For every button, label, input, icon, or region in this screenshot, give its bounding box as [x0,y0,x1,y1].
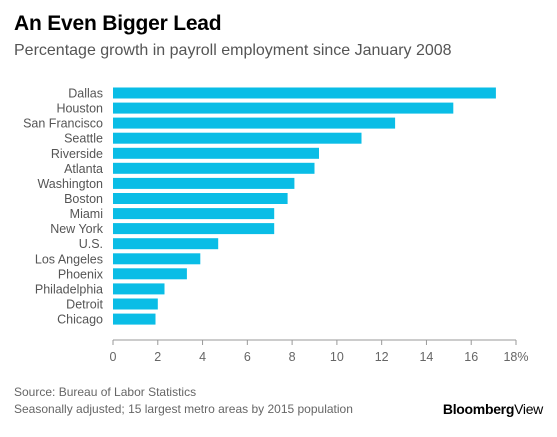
bar-dallas [113,87,496,99]
category-label-dallas: Dallas [68,87,103,101]
bar-riverside [113,147,319,159]
bar-phoenix [113,268,187,280]
category-label-chicago: Chicago [57,313,103,327]
bar-washington [113,177,295,189]
x-tick-label-8: 8 [289,350,296,364]
x-tick-label-10: 10 [330,350,344,364]
bloomberg-view-logo: BloombergView [443,401,543,417]
category-label-new-york: New York [50,222,104,236]
category-label-phoenix: Phoenix [58,267,104,281]
category-label-philadelphia: Philadelphia [35,282,103,296]
category-label-san-francisco: San Francisco [23,117,103,131]
brand-bold-text: Bloomberg [442,401,515,417]
bar-u-s [113,238,219,250]
category-label-atlanta: Atlanta [64,162,103,176]
x-tick-label-0: 0 [110,350,117,364]
bar-miami [113,208,275,220]
category-label-detroit: Detroit [66,298,103,312]
brand-light-text: View [514,401,543,417]
chart-subtitle: Percentage growth in payroll employment … [14,42,452,59]
bar-houston [113,102,454,114]
category-label-washington: Washington [37,177,103,191]
x-tick-label-16: 16 [464,350,478,364]
x-tick-label-6: 6 [244,350,251,364]
category-label-houston: Houston [56,102,103,116]
source-note: Source: Bureau of Labor Statistics [14,385,197,399]
x-tick-label-4: 4 [199,350,206,364]
bar-san-francisco [113,117,396,129]
x-tick-label-2: 2 [154,350,161,364]
category-label-miami: Miami [70,207,103,221]
bar-atlanta [113,162,315,174]
bar-new-york [113,223,275,235]
bar-philadelphia [113,283,165,295]
bar-detroit [113,298,158,310]
category-label-riverside: Riverside [51,147,103,161]
methodology-note: Seasonally adjusted; 15 largest metro ar… [14,402,353,416]
bar-boston [113,193,288,204]
chart-title: An Even Bigger Lead [14,12,222,35]
x-tick-label-14: 14 [419,350,433,364]
x-tick-label-18: 18% [503,350,528,364]
bar-chicago [113,313,156,325]
category-label-u-s: U.S. [79,237,103,251]
bar-seattle [113,132,362,144]
category-label-seattle: Seattle [64,132,103,146]
x-tick-label-12: 12 [375,350,389,364]
bar-los-angeles [113,253,201,265]
category-label-boston: Boston [64,192,103,206]
category-label-los-angeles: Los Angeles [35,252,103,266]
